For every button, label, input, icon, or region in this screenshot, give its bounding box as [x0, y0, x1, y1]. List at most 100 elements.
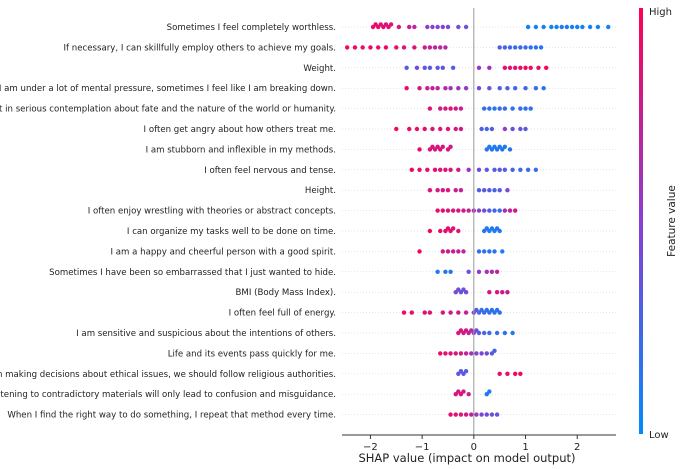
- shap-point: [435, 24, 440, 30]
- shap-point: [430, 126, 435, 132]
- shap-point: [414, 126, 420, 132]
- shap-point: [360, 45, 365, 50]
- shap-point: [456, 208, 461, 213]
- shap-point: [484, 351, 489, 356]
- shap-point: [401, 310, 407, 315]
- shap-point: [407, 24, 412, 30]
- shap-point: [481, 330, 487, 336]
- feature-label: I am stubborn and inflexible in my metho…: [146, 145, 336, 155]
- shap-point: [502, 126, 508, 132]
- shap-point: [463, 290, 469, 295]
- feature-label: I think students listening to contradict…: [0, 390, 336, 400]
- shap-point: [518, 167, 523, 172]
- shap-point: [497, 371, 502, 376]
- shap-point: [438, 228, 443, 234]
- shap-point: [432, 45, 438, 50]
- shap-point: [453, 188, 458, 193]
- shap-point: [492, 188, 497, 193]
- shap-point: [510, 167, 515, 172]
- shap-point: [492, 249, 497, 254]
- feature-label: I am sensitive and suspicious about the …: [76, 329, 336, 339]
- shap-point: [344, 45, 350, 50]
- shap-point: [487, 106, 492, 111]
- shap-point: [448, 86, 453, 91]
- shap-point: [518, 65, 523, 71]
- shap-point: [427, 310, 433, 315]
- shap-point: [461, 208, 466, 213]
- x-tick-label: 0: [471, 442, 477, 453]
- shap-point: [440, 310, 446, 315]
- colorbar: High Low Feature value: [639, 7, 678, 441]
- shap-point: [510, 106, 515, 111]
- shap-point: [469, 412, 474, 417]
- shap-point: [484, 269, 489, 274]
- shap-point: [580, 24, 585, 30]
- shap-point: [440, 24, 446, 30]
- shap-point: [606, 24, 611, 30]
- shap-point: [453, 412, 458, 417]
- shap-point: [469, 351, 474, 356]
- shap-point: [461, 389, 466, 394]
- shap-points: [344, 22, 611, 417]
- shap-point: [479, 126, 484, 132]
- shap-point: [479, 351, 484, 356]
- shap-point: [427, 188, 433, 193]
- shap-point: [487, 86, 492, 91]
- shap-point: [422, 45, 427, 50]
- feature-label: If necessary, I can skillfully employ ot…: [64, 43, 336, 53]
- shap-point: [494, 412, 500, 417]
- shap-point: [458, 106, 464, 111]
- shap-point: [448, 412, 453, 417]
- feature-label: Weight.: [303, 64, 336, 74]
- shap-point: [476, 330, 482, 336]
- shap-point: [523, 106, 528, 111]
- shap-point: [489, 412, 495, 417]
- shap-point: [528, 106, 533, 111]
- shap-point: [425, 24, 430, 30]
- shap-point: [536, 65, 541, 71]
- shap-point: [440, 144, 446, 149]
- shap-point: [474, 412, 479, 417]
- shap-point: [523, 86, 528, 91]
- shap-point: [456, 86, 461, 91]
- shap-point: [533, 45, 539, 50]
- shap-point: [512, 65, 518, 71]
- shap-point: [463, 310, 469, 315]
- shap-point: [466, 269, 471, 274]
- shap-point: [554, 24, 559, 30]
- shap-point: [497, 208, 502, 213]
- shap-point: [487, 249, 492, 254]
- feature-label: When I am under a lot of mental pressure…: [0, 84, 336, 94]
- shap-point: [487, 188, 492, 193]
- shap-point: [450, 249, 456, 254]
- shap-point: [476, 249, 482, 254]
- shap-point: [494, 330, 500, 336]
- shap-point: [564, 24, 570, 30]
- shap-point: [512, 208, 518, 213]
- shap-point: [427, 45, 433, 50]
- feature-label: When I find the right way to do somethin…: [7, 411, 336, 421]
- shap-point: [484, 412, 489, 417]
- shap-point: [463, 369, 469, 374]
- shap-point: [404, 86, 409, 91]
- shap-point: [409, 310, 414, 315]
- shap-point: [383, 45, 389, 50]
- shap-point: [507, 208, 513, 213]
- colorbar-high-label: High: [649, 7, 672, 18]
- shap-point: [443, 86, 448, 91]
- shap-point: [523, 45, 528, 50]
- shap-point: [528, 65, 533, 71]
- feature-label: Sometimes I have been so embarrassed tha…: [49, 268, 336, 278]
- shap-point: [505, 86, 510, 91]
- shap-point: [492, 106, 497, 111]
- shap-point: [435, 65, 440, 71]
- shap-point: [487, 290, 492, 295]
- shap-point: [492, 167, 497, 172]
- shap-point: [569, 24, 575, 30]
- shap-point: [422, 126, 427, 132]
- shap-point: [538, 45, 544, 50]
- feature-label: I often enjoy wrestling with theories or…: [88, 207, 336, 217]
- shap-point: [502, 144, 508, 149]
- colorbar-gradient: [639, 8, 643, 434]
